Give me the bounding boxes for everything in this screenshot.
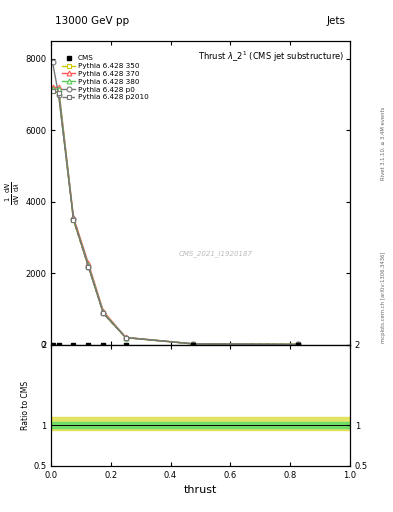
Pythia 6.428 p2010 [101,310,106,316]
Pythia 6.428 350 [71,217,76,223]
Pythia 6.428 p2010 [50,88,55,94]
Text: Rivet 3.1.10, ≥ 3.4M events: Rivet 3.1.10, ≥ 3.4M events [381,106,386,180]
Pythia 6.428 380 [50,86,55,92]
Pythia 6.428 350 [101,310,106,316]
Pythia 6.428 p2010 [191,341,195,347]
Y-axis label: $\frac{1}{\mathrm{d}N}\,\frac{\mathrm{d}N}{\mathrm{d}\lambda}$: $\frac{1}{\mathrm{d}N}\,\frac{\mathrm{d}… [4,181,22,205]
Line: Pythia 6.428 350: Pythia 6.428 350 [50,89,300,347]
Y-axis label: Ratio to CMS: Ratio to CMS [21,380,30,430]
Pythia 6.428 380 [295,342,300,348]
Text: 13000 GeV pp: 13000 GeV pp [55,15,129,26]
Text: mcplots.cern.ch [arXiv:1306.3436]: mcplots.cern.ch [arXiv:1306.3436] [381,251,386,343]
Pythia 6.428 370 [191,340,195,347]
Pythia 6.428 p0 [71,216,76,222]
Line: Pythia 6.428 380: Pythia 6.428 380 [50,87,300,347]
Pythia 6.428 370 [101,308,106,314]
Pythia 6.428 p0 [295,342,300,348]
Legend: CMS, Pythia 6.428 350, Pythia 6.428 370, Pythia 6.428 380, Pythia 6.428 p0, Pyth: CMS, Pythia 6.428 350, Pythia 6.428 370,… [61,54,150,102]
Line: Pythia 6.428 370: Pythia 6.428 370 [50,85,300,347]
Pythia 6.428 350 [123,335,128,341]
Pythia 6.428 370 [50,84,55,91]
Text: Jets: Jets [327,15,346,26]
Pythia 6.428 p2010 [71,217,76,223]
Pythia 6.428 350 [191,341,195,347]
Pythia 6.428 p2010 [123,335,128,341]
Pythia 6.428 350 [86,264,91,270]
Pythia 6.428 p2010 [295,342,300,348]
Pythia 6.428 p2010 [56,90,61,96]
Pythia 6.428 370 [71,215,76,221]
Pythia 6.428 370 [56,84,61,91]
Pythia 6.428 380 [123,334,128,340]
Text: Thrust $\lambda\_2^1$ (CMS jet substructure): Thrust $\lambda\_2^1$ (CMS jet substruct… [198,50,344,65]
Pythia 6.428 350 [295,342,300,348]
Pythia 6.428 380 [191,341,195,347]
Pythia 6.428 p0 [50,59,55,66]
Pythia 6.428 380 [86,262,91,268]
Pythia 6.428 p0 [191,341,195,347]
Line: Pythia 6.428 p2010: Pythia 6.428 p2010 [50,89,299,347]
Pythia 6.428 380 [56,86,61,92]
Pythia 6.428 p0 [56,92,61,98]
Pythia 6.428 p0 [123,334,128,340]
Pythia 6.428 370 [295,342,300,348]
Line: Pythia 6.428 p0: Pythia 6.428 p0 [50,60,300,347]
Pythia 6.428 p2010 [86,264,91,270]
Pythia 6.428 p0 [86,264,91,270]
Pythia 6.428 380 [101,309,106,315]
Pythia 6.428 350 [56,90,61,96]
Pythia 6.428 370 [123,334,128,340]
Text: CMS_2021_I1920187: CMS_2021_I1920187 [178,250,252,257]
X-axis label: thrust: thrust [184,485,217,495]
Pythia 6.428 380 [71,216,76,222]
Pythia 6.428 370 [86,261,91,267]
Pythia 6.428 p0 [101,310,106,316]
Pythia 6.428 350 [50,88,55,94]
